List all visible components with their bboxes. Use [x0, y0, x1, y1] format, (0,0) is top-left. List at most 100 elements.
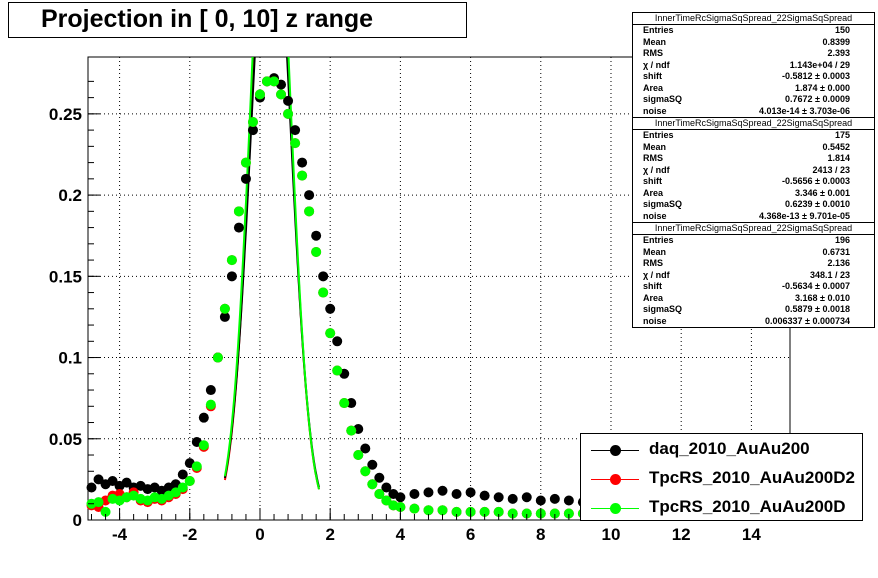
point-daq-2010-auau200: [395, 492, 406, 503]
stats-row: Mean 0.6731: [633, 247, 874, 259]
point-tpcrs-2010-auau200d: [332, 365, 343, 376]
point-tpcrs-2010-auau200d: [262, 76, 273, 87]
point-tpcrs-2010-auau200d: [233, 206, 244, 217]
stats-row: Area 3.168 ± 0.010: [633, 293, 874, 305]
point-tpcrs-2010-auau200d: [170, 487, 181, 498]
legend-label: TpcRS_2010_AuAu200D: [649, 497, 846, 516]
point-daq-2010-auau200: [493, 492, 504, 503]
point-daq-2010-auau200: [381, 482, 392, 493]
stats-key: sigmaSQ: [643, 304, 683, 314]
stats-value: 2413 / 23: [812, 164, 850, 175]
x-tick-label: 12: [672, 525, 691, 544]
stats-key: RMS: [643, 48, 663, 58]
point-daq-2010-auau200: [507, 493, 518, 504]
x-tick-label: 4: [396, 525, 406, 544]
stats-header: InnerTimeRcSigmaSqSpread_22SigmaSqSpread: [633, 13, 874, 25]
point-daq-2010-auau200: [360, 443, 371, 454]
stats-value: 1.814: [827, 153, 850, 163]
stats-value: 4.013e-14 ± 3.703e-06: [758, 105, 850, 116]
point-daq-2010-auau200: [367, 459, 378, 470]
stats-value: -0.5656 ± 0.0003: [782, 176, 850, 186]
point-tpcrs-2010-auau200d: [205, 399, 216, 410]
stats-row: χ / ndf 348.1 / 23: [633, 270, 874, 282]
stats-key: noise: [643, 210, 667, 221]
stats-key: sigmaSQ: [643, 199, 683, 209]
point-daq-2010-auau200: [423, 487, 434, 498]
stats-key: noise: [643, 315, 667, 326]
stats-key: shift: [643, 281, 662, 291]
legend-label: TpcRS_2010_AuAu200D2: [649, 468, 855, 487]
point-daq-2010-auau200: [121, 477, 132, 488]
stats-value: 0.8399: [822, 36, 850, 47]
point-daq-2010-auau200: [409, 489, 420, 500]
stats-row: Mean 0.5452: [633, 142, 874, 154]
stats-value: 3.168 ± 0.010: [795, 292, 850, 303]
point-daq-2010-auau200: [318, 271, 329, 282]
legend-marker-icon: [610, 445, 621, 456]
stats-key: Entries: [643, 130, 674, 140]
x-tick-label: -2: [182, 525, 197, 544]
point-tpcrs-2010-auau200d: [423, 505, 434, 516]
point-tpcrs-2010-auau200d: [395, 502, 406, 513]
point-daq-2010-auau200: [437, 485, 448, 496]
point-tpcrs-2010-auau200d: [212, 352, 223, 363]
stats-row: Area 1.874 ± 0.000: [633, 83, 874, 95]
legend-marker-icon: [610, 474, 621, 485]
point-daq-2010-auau200: [93, 474, 104, 485]
point-tpcrs-2010-auau200d: [367, 479, 378, 490]
stats-value: -0.5634 ± 0.0007: [782, 281, 850, 291]
point-daq-2010-auau200: [311, 230, 322, 241]
stats-value: 196: [834, 235, 850, 245]
point-tpcrs-2010-auau200d: [100, 506, 111, 517]
stats-value: 175: [834, 130, 850, 140]
stats-row: noise 0.006337 ± 0.000734: [633, 316, 874, 328]
stats-row: RMS 1.814: [633, 153, 874, 165]
point-tpcrs-2010-auau200d: [493, 506, 504, 517]
stats-value: 0.6239 ± 0.0010: [785, 199, 850, 209]
data-points: [86, 73, 616, 519]
y-tick-label: 0.25: [49, 105, 82, 124]
stats-key: sigmaSQ: [643, 94, 683, 104]
point-daq-2010-auau200: [451, 489, 462, 500]
x-tick-label: 2: [325, 525, 334, 544]
stats-row: Entries 150: [633, 25, 874, 37]
y-tick-label: 0: [73, 511, 82, 530]
x-tick-label: -4: [112, 525, 128, 544]
point-tpcrs-2010-auau200d: [198, 440, 209, 451]
title-box: Projection in [ 0, 10] z range: [8, 2, 467, 38]
point-tpcrs-2010-auau200d: [353, 450, 364, 461]
point-tpcrs-2010-auau200d: [304, 206, 315, 217]
stats-value: 0.6731: [822, 246, 850, 257]
point-tpcrs-2010-auau200d: [240, 157, 251, 168]
stats-value: 0.5452: [822, 141, 850, 152]
fit-curve: [223, 57, 320, 490]
point-tpcrs-2010-auau200d: [226, 255, 237, 266]
stats-key: Mean: [643, 246, 667, 257]
stats-value: 0.006337 ± 0.000734: [764, 315, 850, 326]
stats-value: -0.5812 ± 0.0003: [782, 71, 850, 81]
point-tpcrs-2010-auau200d: [507, 508, 518, 519]
fit-curve: [223, 57, 320, 488]
point-daq-2010-auau200: [107, 476, 118, 487]
point-tpcrs-2010-auau200d: [339, 398, 350, 409]
point-tpcrs-2010-auau200d: [276, 89, 287, 100]
stats-value: 0.5879 ± 0.0018: [785, 304, 850, 314]
stats-box: InnerTimeRcSigmaSqSpread_22SigmaSqSpread…: [632, 222, 875, 328]
point-tpcrs-2010-auau200d: [563, 508, 574, 519]
x-tick-label: 10: [602, 525, 621, 544]
point-daq-2010-auau200: [535, 495, 546, 506]
point-daq-2010-auau200: [240, 173, 251, 184]
point-tpcrs-2010-auau200d: [409, 503, 420, 514]
stats-value: 0.7672 ± 0.0009: [785, 94, 850, 104]
chart-title: Projection in [ 0, 10] z range: [41, 5, 374, 33]
stats-row: sigmaSQ 0.7672 ± 0.0009: [633, 94, 874, 106]
stats-row: RMS 2.136: [633, 258, 874, 270]
point-daq-2010-auau200: [332, 336, 343, 347]
stats-row: sigmaSQ 0.6239 ± 0.0010: [633, 199, 874, 211]
stats-key: Entries: [643, 235, 674, 245]
legend-entry: TpcRS_2010_AuAu200D2: [581, 465, 862, 493]
stats-row: RMS 2.393: [633, 48, 874, 60]
point-tpcrs-2010-auau200d: [479, 506, 490, 517]
legend: daq_2010_AuAu200 TpcRS_2010_AuAu200D2 TpcR…: [580, 433, 863, 521]
